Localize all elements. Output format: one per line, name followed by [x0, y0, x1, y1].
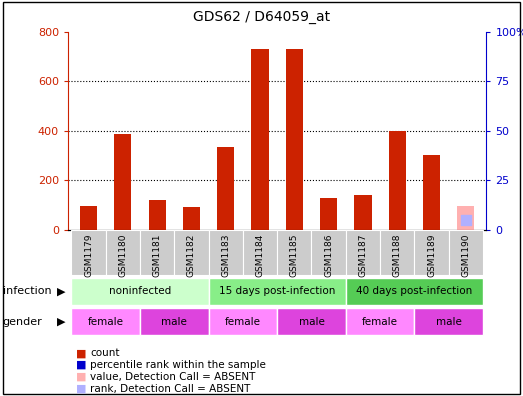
- Bar: [106, 230, 140, 275]
- Text: ▶: ▶: [58, 286, 66, 297]
- Text: 15 days post-infection: 15 days post-infection: [219, 286, 335, 297]
- Text: female: female: [225, 316, 261, 327]
- Text: male: male: [162, 316, 187, 327]
- Text: GSM1186: GSM1186: [324, 233, 333, 277]
- Text: 40 days post-infection: 40 days post-infection: [356, 286, 472, 297]
- Text: GDS62 / D64059_at: GDS62 / D64059_at: [193, 10, 330, 24]
- Bar: [346, 278, 483, 305]
- Bar: [252, 49, 269, 230]
- Text: ▶: ▶: [58, 316, 66, 327]
- Text: GSM1188: GSM1188: [393, 233, 402, 277]
- Text: count: count: [90, 348, 120, 358]
- Text: GSM1185: GSM1185: [290, 233, 299, 277]
- Bar: [80, 206, 97, 230]
- Bar: [183, 208, 200, 230]
- Bar: [174, 230, 209, 275]
- Text: infection: infection: [3, 286, 51, 297]
- Text: GSM1182: GSM1182: [187, 233, 196, 277]
- Bar: [277, 230, 312, 275]
- Text: noninfected: noninfected: [109, 286, 171, 297]
- Text: male: male: [299, 316, 324, 327]
- Bar: [149, 200, 166, 230]
- Bar: [209, 230, 243, 275]
- Bar: [286, 49, 303, 230]
- Text: rank, Detection Call = ABSENT: rank, Detection Call = ABSENT: [90, 384, 251, 394]
- Bar: [277, 308, 346, 335]
- Bar: [389, 131, 406, 230]
- Bar: [72, 308, 140, 335]
- Text: GSM1184: GSM1184: [256, 233, 265, 277]
- Bar: [72, 230, 106, 275]
- Bar: [320, 198, 337, 230]
- Text: ■: ■: [76, 384, 86, 394]
- Text: ■: ■: [76, 348, 86, 358]
- Bar: [423, 155, 440, 230]
- Text: GSM1179: GSM1179: [84, 233, 93, 277]
- Bar: [209, 308, 277, 335]
- Bar: [115, 134, 131, 230]
- Bar: [243, 230, 277, 275]
- Text: gender: gender: [3, 316, 42, 327]
- Point: [462, 217, 470, 223]
- Bar: [72, 278, 209, 305]
- Bar: [140, 308, 209, 335]
- Text: GSM1181: GSM1181: [153, 233, 162, 277]
- Text: percentile rank within the sample: percentile rank within the sample: [90, 360, 266, 370]
- Bar: [380, 230, 414, 275]
- Text: ■: ■: [76, 360, 86, 370]
- Text: ■: ■: [76, 372, 86, 382]
- Bar: [414, 308, 483, 335]
- Bar: [449, 230, 483, 275]
- Text: female: female: [88, 316, 124, 327]
- Bar: [312, 230, 346, 275]
- Text: GSM1189: GSM1189: [427, 233, 436, 277]
- Bar: [346, 308, 414, 335]
- Text: GSM1180: GSM1180: [118, 233, 128, 277]
- Text: value, Detection Call = ABSENT: value, Detection Call = ABSENT: [90, 372, 256, 382]
- Bar: [414, 230, 449, 275]
- Text: male: male: [436, 316, 462, 327]
- Bar: [140, 230, 174, 275]
- Text: GSM1190: GSM1190: [461, 233, 470, 277]
- Text: GSM1183: GSM1183: [221, 233, 230, 277]
- Text: female: female: [362, 316, 398, 327]
- Bar: [209, 278, 346, 305]
- Bar: [346, 230, 380, 275]
- Bar: [217, 147, 234, 230]
- Bar: [355, 195, 371, 230]
- Bar: [457, 206, 474, 230]
- Text: GSM1187: GSM1187: [358, 233, 368, 277]
